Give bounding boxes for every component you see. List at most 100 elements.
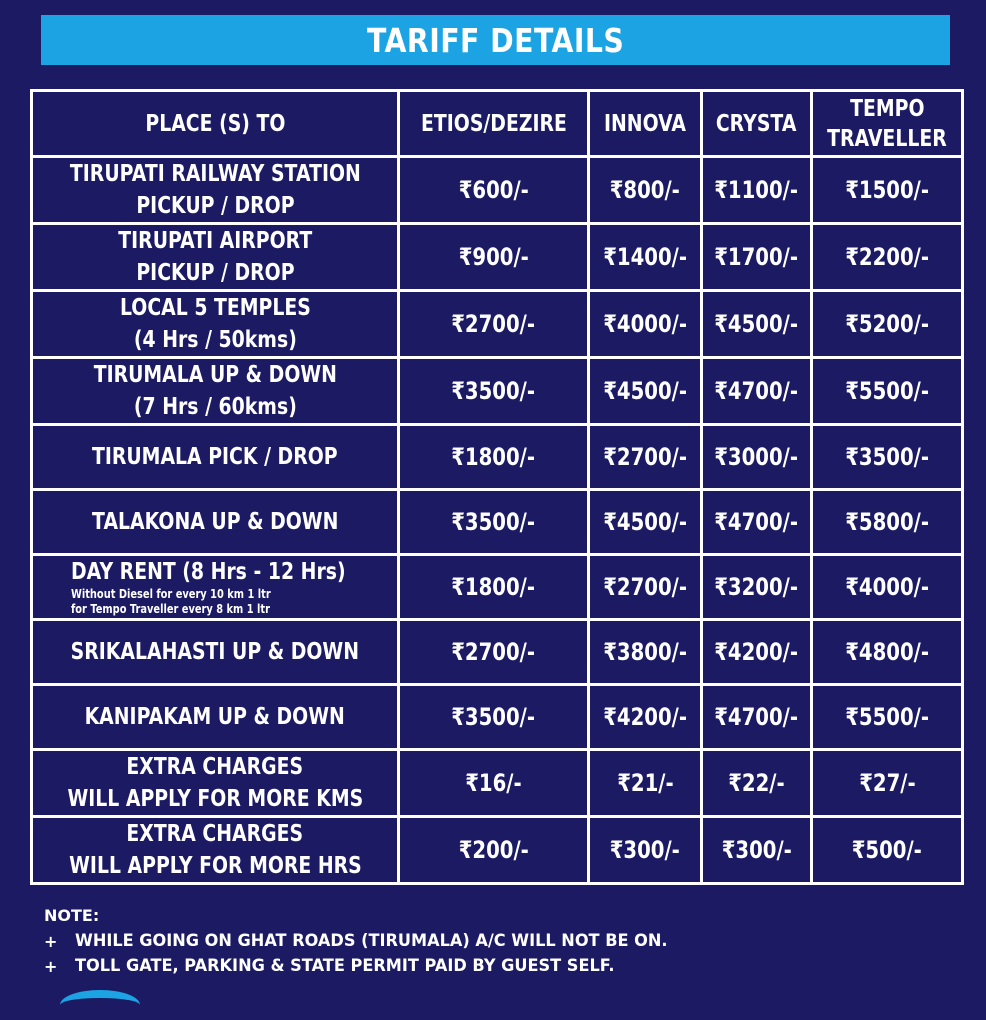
place-label: WILL APPLY FOR MORE HRS bbox=[68, 853, 362, 879]
price-tempo: ₹2200/- bbox=[810, 222, 964, 292]
price-etios: ₹1800/- bbox=[397, 553, 590, 621]
price-value: ₹16/- bbox=[465, 769, 522, 797]
price-value: ₹2700/- bbox=[451, 638, 536, 666]
price-crysta: ₹1100/- bbox=[700, 155, 813, 225]
price-tempo: ₹500/- bbox=[810, 815, 964, 885]
price-value: ₹22/- bbox=[728, 769, 785, 797]
price-crysta: ₹4700/- bbox=[700, 488, 813, 556]
price-value: ₹500/- bbox=[851, 836, 923, 864]
price-value: ₹1700/- bbox=[714, 243, 799, 271]
note-label: NOTE: bbox=[44, 906, 100, 925]
place-cell: EXTRA CHARGES WILL APPLY FOR MORE KMS bbox=[30, 748, 400, 818]
price-innova: ₹2700/- bbox=[587, 553, 703, 621]
price-value: ₹5500/- bbox=[845, 703, 929, 731]
price-innova: ₹800/- bbox=[587, 155, 703, 225]
table-row: SRIKALAHASTI UP & DOWN ₹2700/- ₹3800/- ₹420… bbox=[30, 618, 964, 686]
logo-arc-icon bbox=[60, 990, 140, 1020]
place-label: TALAKONA UP & DOWN bbox=[91, 509, 339, 535]
price-value: ₹800/- bbox=[609, 176, 681, 204]
place-cell: LOCAL 5 TEMPLES (4 Hrs / 50kms) bbox=[30, 289, 400, 359]
price-innova: ₹1400/- bbox=[587, 222, 703, 292]
price-value: ₹3800/- bbox=[603, 638, 687, 666]
place-note: Without Diesel for every 10 km 1 ltr bbox=[71, 587, 271, 601]
price-tempo: ₹5200/- bbox=[810, 289, 964, 359]
price-value: ₹3500/- bbox=[845, 443, 929, 471]
table-row: EXTRA CHARGES WILL APPLY FOR MORE HRS ₹200… bbox=[30, 815, 964, 885]
place-cell: TIRUMALA UP & DOWN (7 Hrs / 60kms) bbox=[30, 356, 400, 426]
title-banner: TARIFF DETAILS bbox=[41, 15, 950, 65]
place-cell: DAY RENT (8 Hrs - 12 Hrs) Without Diesel … bbox=[30, 553, 400, 621]
price-value: ₹1100/- bbox=[714, 176, 799, 204]
table-row: DAY RENT (8 Hrs - 12 Hrs) Without Diesel … bbox=[30, 553, 964, 621]
price-value: ₹4200/- bbox=[714, 638, 799, 666]
place-cell: KANIPAKAM UP & DOWN bbox=[30, 683, 400, 751]
price-value: ₹3500/- bbox=[451, 508, 536, 536]
price-etios: ₹200/- bbox=[397, 815, 590, 885]
price-value: ₹1400/- bbox=[603, 243, 687, 271]
bullet-icon: + bbox=[44, 932, 58, 951]
price-value: ₹900/- bbox=[458, 243, 529, 271]
price-innova: ₹4000/- bbox=[587, 289, 703, 359]
note-item: + TOLL GATE, PARKING & STATE PERMIT PAID… bbox=[44, 954, 944, 979]
place-label: KANIPAKAM UP & DOWN bbox=[84, 704, 346, 730]
price-crysta: ₹22/- bbox=[700, 748, 813, 818]
price-tempo: ₹3500/- bbox=[810, 423, 964, 491]
price-crysta: ₹4700/- bbox=[700, 683, 813, 751]
table-row: TIRUPATI AIRPORT PICKUP / DROP ₹900/- ₹1400… bbox=[30, 222, 964, 292]
place-cell: TIRUPATI RAILWAY STATION PICKUP / DROP bbox=[30, 155, 400, 225]
price-etios: ₹1800/- bbox=[397, 423, 590, 491]
price-innova: ₹21/- bbox=[587, 748, 703, 818]
price-value: ₹2700/- bbox=[603, 573, 687, 601]
price-tempo: ₹5500/- bbox=[810, 683, 964, 751]
price-innova: ₹4500/- bbox=[587, 488, 703, 556]
price-tempo: ₹5800/- bbox=[810, 488, 964, 556]
price-value: ₹300/- bbox=[609, 836, 681, 864]
column-header-crysta: CRYSTA bbox=[700, 89, 813, 158]
table-header-row: PLACE (S) TO ETIOS/DEZIRE INNOVA CRYSTA … bbox=[30, 89, 964, 158]
price-value: ₹4700/- bbox=[714, 377, 799, 405]
place-cell: TALAKONA UP & DOWN bbox=[30, 488, 400, 556]
price-value: ₹4000/- bbox=[603, 310, 687, 338]
place-note: for Tempo Traveller every 8 km 1 ltr bbox=[71, 602, 270, 616]
column-header-place: PLACE (S) TO bbox=[30, 89, 400, 158]
place-label: WILL APPLY FOR MORE KMS bbox=[67, 786, 363, 812]
price-etios: ₹900/- bbox=[397, 222, 590, 292]
table-row: TALAKONA UP & DOWN ₹3500/- ₹4500/- ₹4700/- ₹… bbox=[30, 488, 964, 556]
price-value: ₹2700/- bbox=[603, 443, 687, 471]
place-label: LOCAL 5 TEMPLES bbox=[119, 295, 311, 321]
notes-section: NOTE: + WHILE GOING ON GHAT ROADS (TIRUM… bbox=[44, 903, 944, 979]
price-value: ₹2700/- bbox=[451, 310, 536, 338]
price-crysta: ₹4500/- bbox=[700, 289, 813, 359]
place-label: TIRUPATI RAILWAY STATION bbox=[69, 161, 361, 187]
price-value: ₹4800/- bbox=[845, 638, 929, 666]
price-tempo: ₹1500/- bbox=[810, 155, 964, 225]
price-crysta: ₹1700/- bbox=[700, 222, 813, 292]
column-header-etios: ETIOS/DEZIRE bbox=[397, 89, 590, 158]
price-tempo: ₹27/- bbox=[810, 748, 964, 818]
place-cell: TIRUMALA PICK / DROP bbox=[30, 423, 400, 491]
price-value: ₹1800/- bbox=[451, 573, 536, 601]
price-crysta: ₹3000/- bbox=[700, 423, 813, 491]
price-etios: ₹2700/- bbox=[397, 618, 590, 686]
price-innova: ₹4200/- bbox=[587, 683, 703, 751]
place-label: (7 Hrs / 60kms) bbox=[133, 394, 297, 420]
price-value: ₹2200/- bbox=[845, 243, 929, 271]
bullet-icon: + bbox=[44, 957, 58, 976]
place-label: (4 Hrs / 50kms) bbox=[133, 327, 297, 353]
price-crysta: ₹4700/- bbox=[700, 356, 813, 426]
price-value: ₹1500/- bbox=[845, 176, 929, 204]
price-value: ₹300/- bbox=[721, 836, 792, 864]
price-tempo: ₹4000/- bbox=[810, 553, 964, 621]
price-value: ₹5500/- bbox=[845, 377, 929, 405]
price-value: ₹5200/- bbox=[845, 310, 929, 338]
place-label: DAY RENT (8 Hrs - 12 Hrs) bbox=[71, 559, 346, 585]
table-row: KANIPAKAM UP & DOWN ₹3500/- ₹4200/- ₹4700/-… bbox=[30, 683, 964, 751]
price-value: ₹200/- bbox=[458, 836, 529, 864]
price-value: ₹4500/- bbox=[603, 377, 687, 405]
table-row: LOCAL 5 TEMPLES (4 Hrs / 50kms) ₹2700/- ₹40… bbox=[30, 289, 964, 359]
place-cell: EXTRA CHARGES WILL APPLY FOR MORE HRS bbox=[30, 815, 400, 885]
price-value: ₹4700/- bbox=[714, 703, 799, 731]
place-cell: TIRUPATI AIRPORT PICKUP / DROP bbox=[30, 222, 400, 292]
price-value: ₹3200/- bbox=[714, 573, 799, 601]
price-innova: ₹300/- bbox=[587, 815, 703, 885]
